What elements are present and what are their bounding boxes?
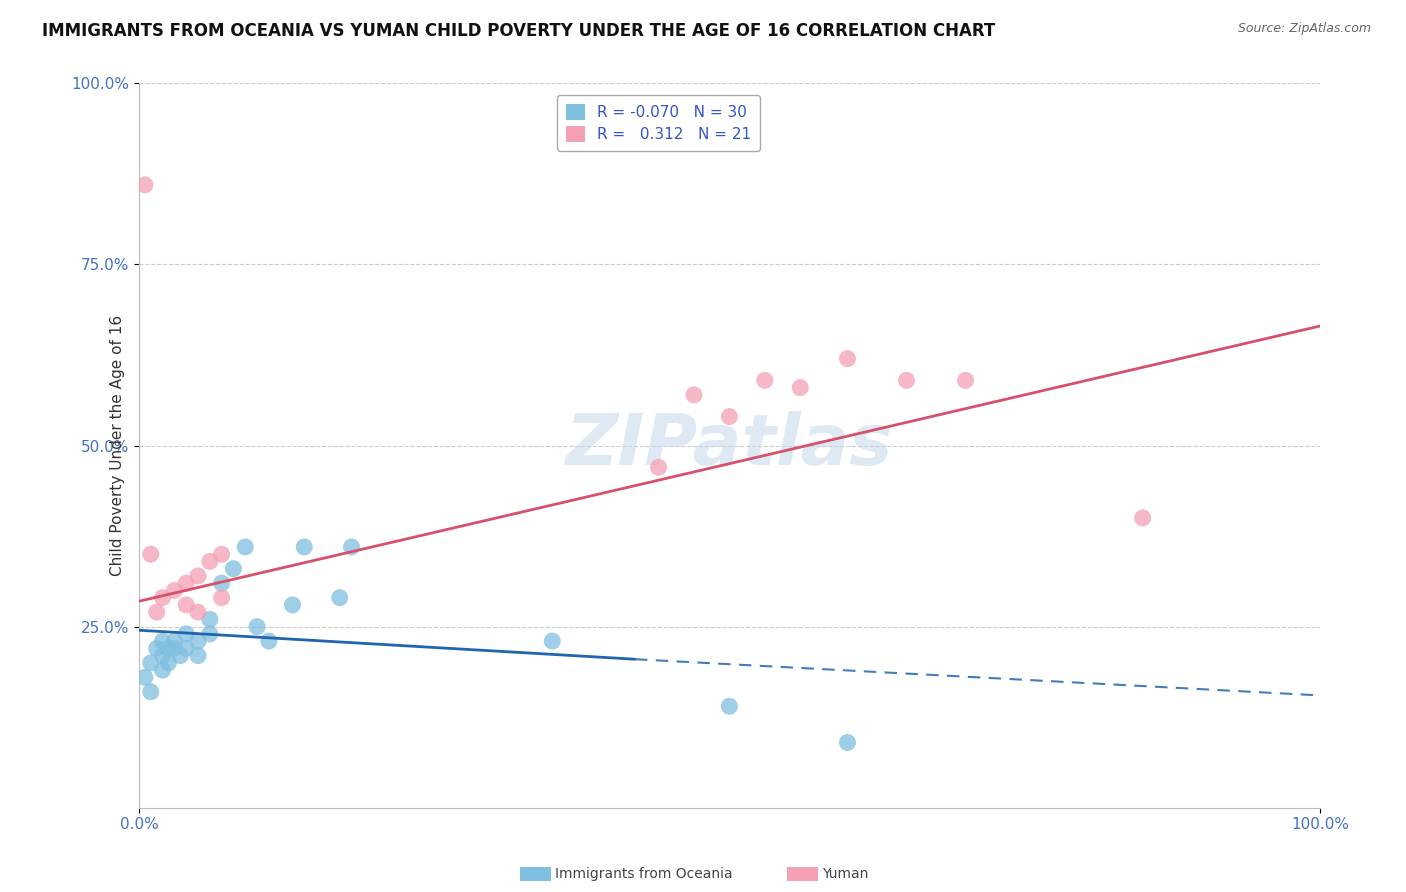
Point [896,373,918,387]
Point [329,591,352,605]
Point [163,641,186,656]
Point [134,670,156,684]
Point [292,540,315,554]
Point [222,562,245,576]
Point [157,656,180,670]
Point [257,634,280,648]
Text: Immigrants from Oceania: Immigrants from Oceania [555,867,733,881]
Point [789,381,811,395]
Point [211,576,233,591]
Point [145,641,167,656]
Point [145,605,167,619]
Point [174,641,197,656]
Point [187,648,209,663]
Point [211,591,233,605]
Text: Yuman: Yuman [823,867,869,881]
Point [955,373,977,387]
Point [541,634,564,648]
Point [233,540,256,554]
Point [837,351,859,366]
Legend: R = -0.070   N = 30, R =   0.312   N = 21: R = -0.070 N = 30, R = 0.312 N = 21 [557,95,761,151]
Point [198,612,221,626]
Point [152,663,174,677]
Point [187,569,209,583]
Point [163,583,186,598]
Point [152,648,174,663]
Point [718,409,741,424]
Point [683,388,706,402]
Point [157,641,180,656]
Point [169,648,191,663]
Point [134,178,156,192]
Text: ZIPatlas: ZIPatlas [565,411,893,480]
Point [340,540,363,554]
Point [152,591,174,605]
Point [174,598,197,612]
Point [718,699,741,714]
Point [246,619,269,633]
Point [187,605,209,619]
Y-axis label: Child Poverty Under the Age of 16: Child Poverty Under the Age of 16 [110,315,125,576]
Point [198,554,221,568]
Point [152,634,174,648]
Point [187,634,209,648]
Point [163,634,186,648]
Point [211,547,233,561]
Point [198,627,221,641]
Point [174,576,197,591]
Point [1132,511,1154,525]
Point [139,547,162,561]
Point [647,460,669,475]
Text: Source: ZipAtlas.com: Source: ZipAtlas.com [1237,22,1371,36]
Text: IMMIGRANTS FROM OCEANIA VS YUMAN CHILD POVERTY UNDER THE AGE OF 16 CORRELATION C: IMMIGRANTS FROM OCEANIA VS YUMAN CHILD P… [42,22,995,40]
Point [139,685,162,699]
Point [139,656,162,670]
Point [174,627,197,641]
Point [754,373,776,387]
Point [281,598,304,612]
Point [837,735,859,749]
